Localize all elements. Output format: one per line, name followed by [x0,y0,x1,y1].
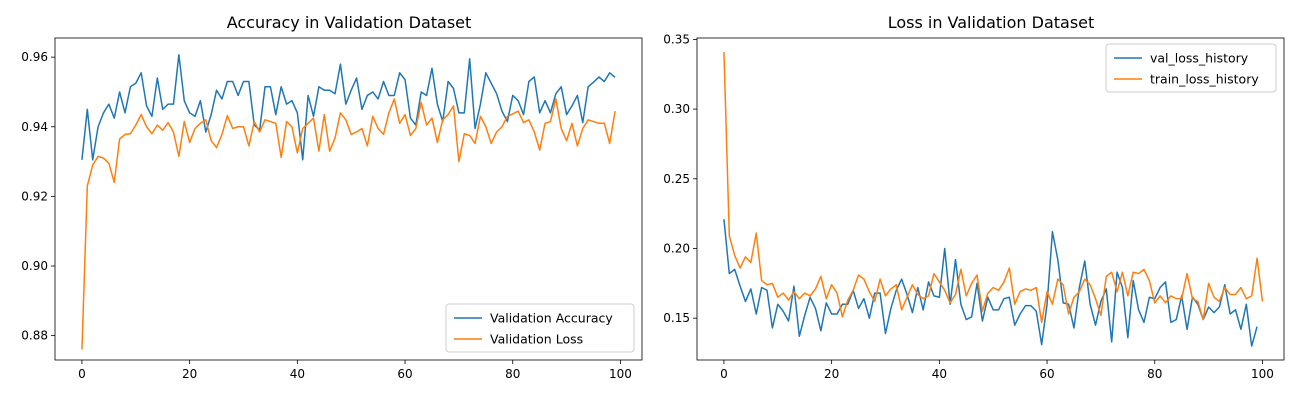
loss-x-tick-label: 80 [1147,367,1162,381]
accuracy-series-line-1 [81,53,616,161]
loss-y-tick-label: 0.30 [663,102,690,116]
accuracy-y-tick-label: 0.96 [21,50,48,64]
accuracy-x-tick-label: 60 [397,367,412,381]
loss-legend-box [1105,43,1277,93]
accuracy-legend-box [445,303,635,353]
loss-legend-label-1: val_loss_history [1150,51,1249,66]
loss-x-tick-label: 100 [1251,367,1274,381]
accuracy-x-tick-label: 80 [505,367,520,381]
accuracy-series-line-2 [81,98,616,350]
loss-y-tick-label: 0.15 [663,311,690,325]
loss-x-tick-label: 20 [824,367,839,381]
accuracy-chart: Accuracy in Validation Dataset 0 20 40 60 80… [21,13,643,381]
accuracy-x-tick-label: 100 [609,367,632,381]
loss-legend: val_loss_history train_loss_history [1105,43,1277,93]
loss-plot-frame [696,37,1285,361]
loss-chart: Loss in Validation Dataset 0 20 40 60 80 100 0… [663,13,1285,381]
accuracy-y-tick-label: 0.94 [21,120,48,134]
loss-x-tick-label: 60 [1039,367,1054,381]
accuracy-plot-frame [54,37,643,361]
loss-x-tick-label: 0 [720,367,728,381]
loss-y-tick-label: 0.20 [663,241,690,255]
accuracy-y-tick-label: 0.88 [21,329,48,343]
loss-x-tick-label: 40 [932,367,947,381]
loss-series-line-1 [723,219,1258,347]
accuracy-x-tick-label: 20 [182,367,197,381]
loss-y-tick-label: 0.25 [663,172,690,186]
accuracy-x-tick-label: 40 [290,367,305,381]
accuracy-y-tick-label: 0.92 [21,189,48,203]
accuracy-x-tick-label: 0 [78,367,86,381]
loss-series-line-2 [723,51,1264,324]
accuracy-chart-title: Accuracy in Validation Dataset [227,13,472,32]
loss-legend-label-2: train_loss_history [1150,72,1259,87]
accuracy-legend-label-2: Validation Loss [490,332,583,347]
loss-chart-title: Loss in Validation Dataset [888,13,1095,32]
loss-y-tick-label: 0.35 [663,32,690,46]
accuracy-legend-label-1: Validation Accuracy [490,311,613,326]
accuracy-legend: Validation Accuracy Validation Loss [445,303,635,353]
accuracy-y-tick-label: 0.90 [21,259,48,273]
